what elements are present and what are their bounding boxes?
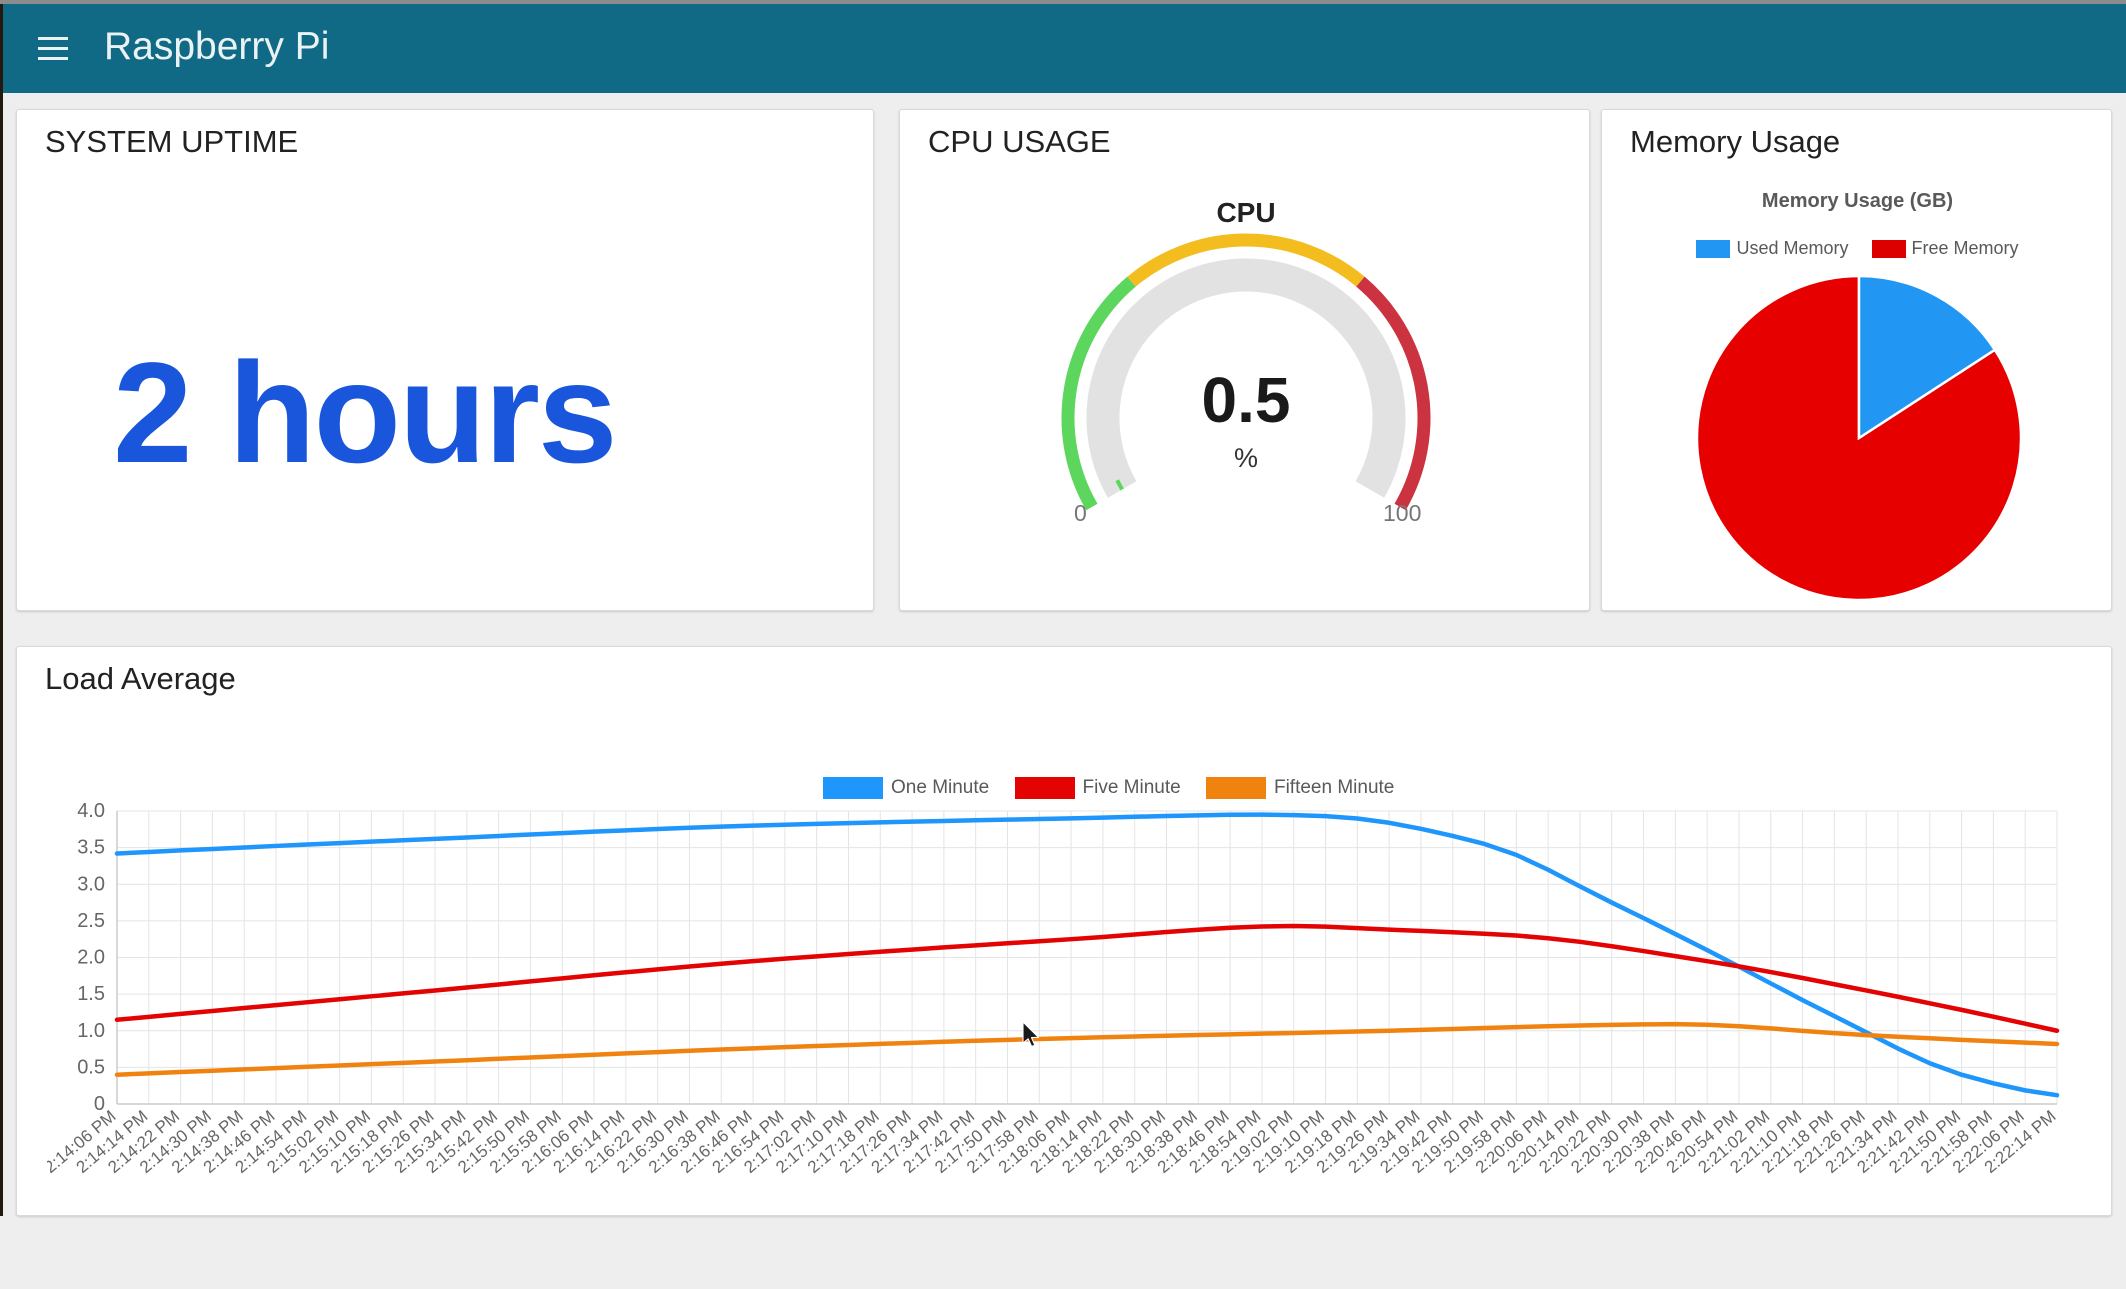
svg-text:0: 0 [1074,500,1087,526]
svg-text:4.0: 4.0 [77,801,105,822]
svg-text:0.5: 0.5 [77,1056,105,1078]
svg-text:1.0: 1.0 [77,1020,105,1042]
svg-text:2.5: 2.5 [77,910,105,932]
svg-text:2.0: 2.0 [77,947,105,969]
svg-text:3.0: 3.0 [77,873,105,895]
svg-text:100: 100 [1383,500,1421,526]
svg-text:%: % [1234,443,1258,473]
svg-text:3.5: 3.5 [77,837,105,859]
svg-text:0.5: 0.5 [1202,364,1291,436]
svg-text:1.5: 1.5 [77,983,105,1005]
